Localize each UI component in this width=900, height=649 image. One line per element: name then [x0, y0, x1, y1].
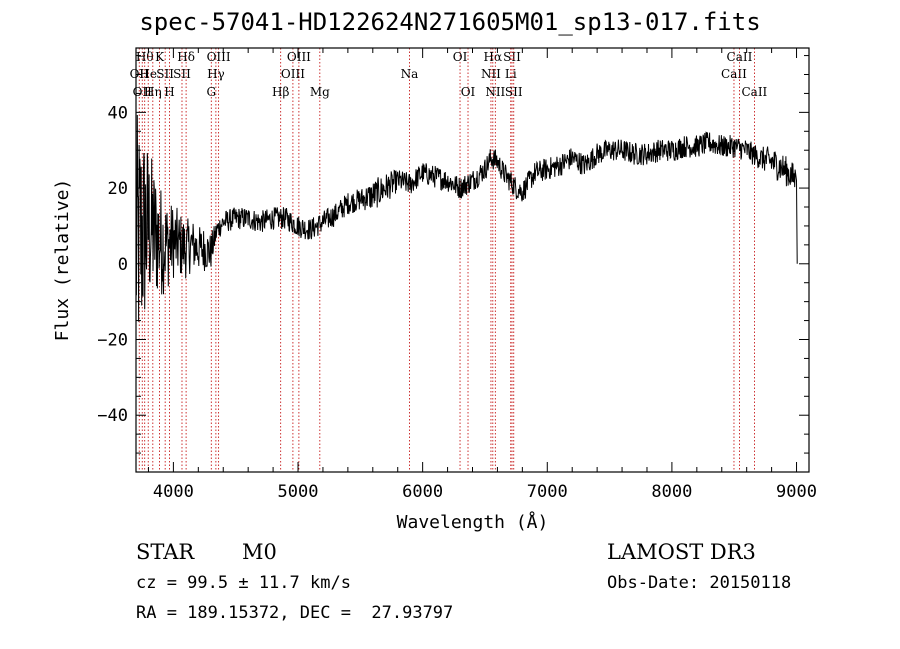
line-label: CaII [741, 85, 767, 99]
redshift-label: cz = 99.5 ± 11.7 km/s [136, 573, 351, 593]
line-label: Hγ [207, 67, 225, 81]
line-label: OIII [281, 67, 305, 81]
x-axis-label: Wavelength (Å) [397, 511, 549, 533]
line-label: NII [485, 85, 505, 99]
line-label: Hα [484, 50, 503, 64]
line-label: SII [156, 67, 174, 81]
object-subclass: M0 [242, 540, 277, 564]
line-label: Mg [310, 85, 330, 99]
line-label: OIII [207, 50, 231, 64]
y-axis-label: Flux (relative) [52, 179, 73, 342]
x-tick-label: 5000 [278, 482, 319, 502]
line-label: OII [133, 85, 153, 99]
chart-title: spec-57041-HD122624N271605M01_sp13-017.f… [139, 8, 761, 36]
x-tick-label: 4000 [153, 482, 194, 502]
line-label: Hθ [136, 50, 154, 64]
line-label: CaII [721, 67, 747, 81]
spectrum-series [135, 114, 798, 322]
y-tick-label: 40 [108, 103, 128, 123]
line-label: Hη [144, 85, 162, 99]
line-label: He [139, 67, 157, 81]
line-label: Li [505, 67, 517, 81]
line-label: G [206, 85, 216, 99]
y-tick-label: −40 [97, 406, 128, 426]
object-class: STAR [136, 540, 195, 564]
line-label: Na [401, 67, 419, 81]
line-label: SII [173, 67, 191, 81]
line-label: OIII [287, 50, 311, 64]
line-label: OI [461, 85, 476, 99]
radec-label: RA = 189.15372, DEC = 27.93797 [136, 603, 454, 623]
line-label: OI [453, 50, 468, 64]
line-label: NII [481, 67, 501, 81]
line-label: Hβ [272, 85, 289, 99]
x-tick-label: 8000 [651, 482, 692, 502]
plot-frame [135, 47, 810, 473]
line-label: SII [505, 85, 523, 99]
line-label: SII [503, 50, 521, 64]
x-tick-label: 7000 [527, 482, 568, 502]
survey-label: LAMOST DR3 [607, 540, 756, 564]
line-label: CaII [727, 50, 753, 64]
y-tick-label: −20 [97, 331, 128, 351]
obs-date-label: Obs-Date: 20150118 [607, 573, 792, 593]
x-tick-label: 6000 [402, 482, 443, 502]
x-tick-label: 9000 [776, 482, 817, 502]
line-label: K [155, 50, 165, 64]
line-label: H [164, 85, 174, 99]
y-tick-label: 20 [108, 179, 128, 199]
y-tick-label: 0 [118, 255, 128, 275]
line-label: Hδ [177, 50, 195, 64]
